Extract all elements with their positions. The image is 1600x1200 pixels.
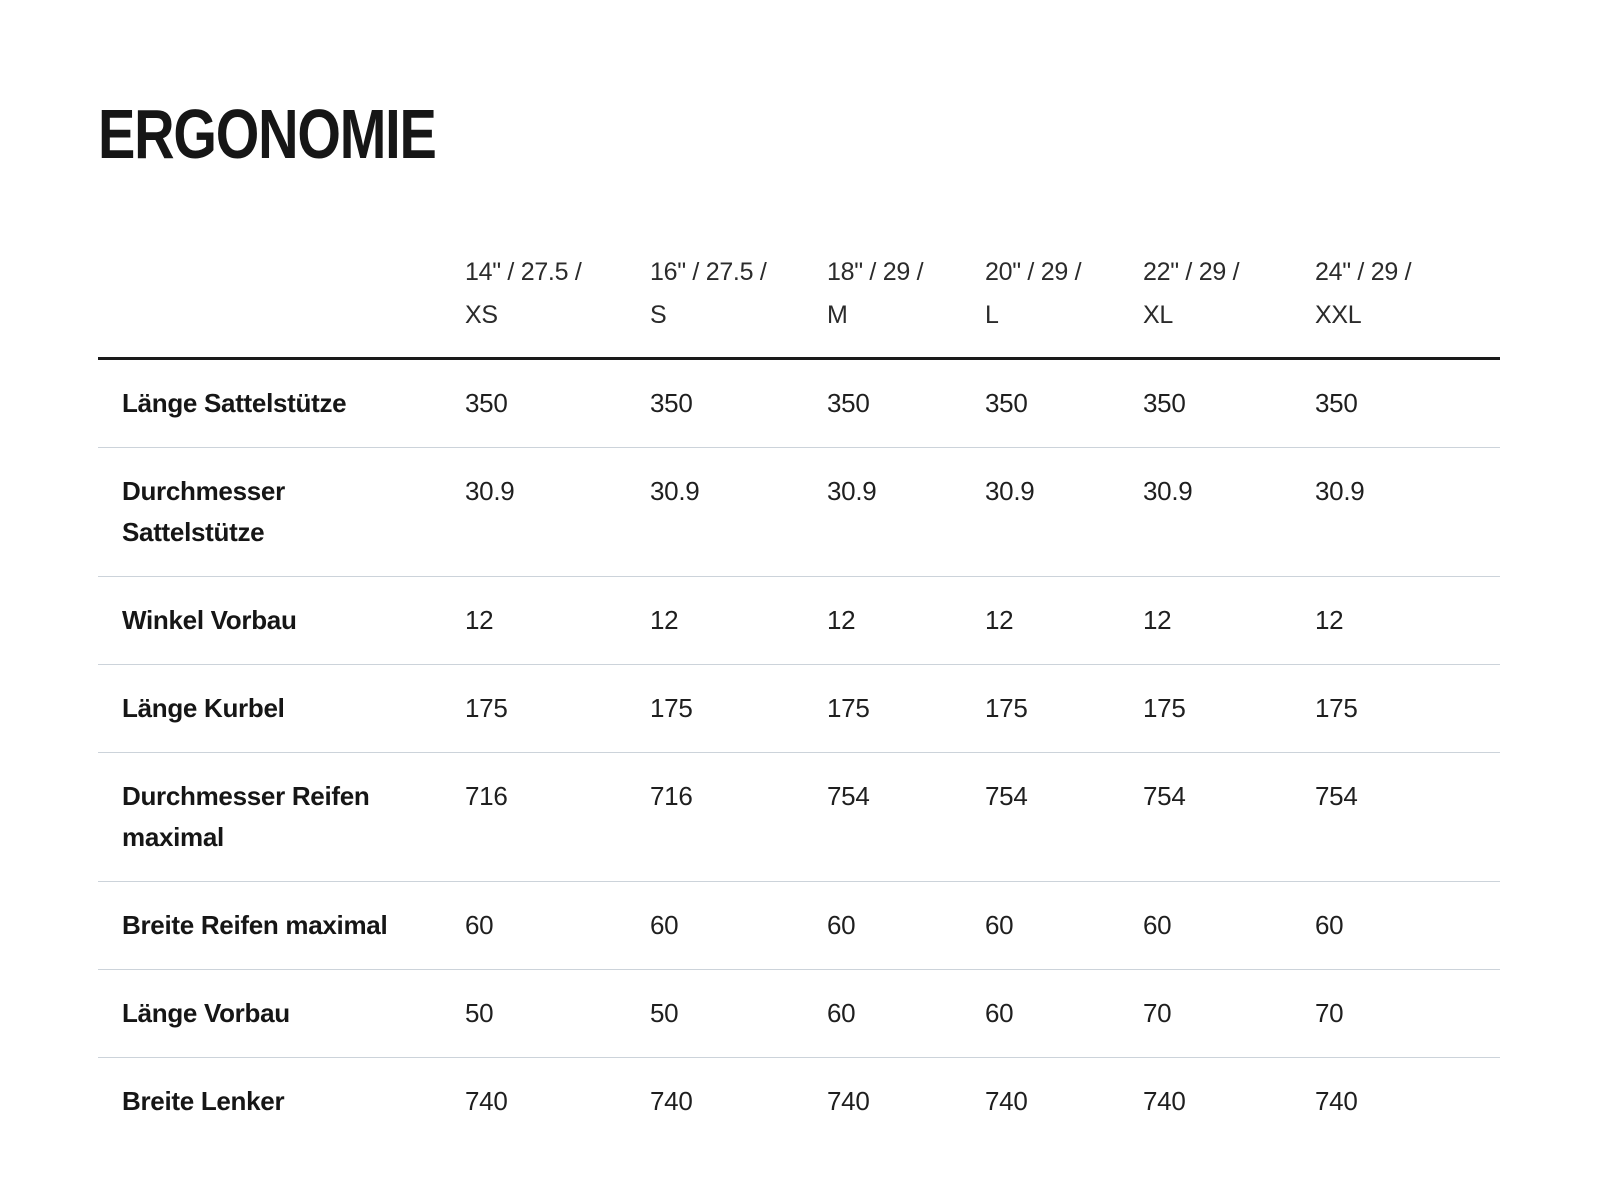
cell-value: 12 [465,605,494,635]
row-label: Länge Sattelstütze [122,388,347,418]
cell-value: 350 [1315,388,1358,418]
cell-value: 12 [985,605,1014,635]
cell-value: 740 [465,1086,508,1116]
column-header-line: S [650,301,667,329]
column-header-line: 24" / 29 / [1315,258,1412,286]
row-label: Breite Reifen maximal [122,910,388,940]
cell-value: 30.9 [1315,476,1365,506]
cell-value: 754 [827,781,870,811]
column-header-line: XS [465,301,498,329]
column-header-xs: 14" / 27.5 / XS [465,251,650,337]
row-label: Breite Lenker [122,1086,285,1116]
cell-value: 754 [1315,781,1358,811]
row-label: Länge Vorbau [122,998,290,1028]
table-row: Breite Lenker 740 740 740 740 740 740 [98,1057,1500,1145]
cell-value: 12 [827,605,856,635]
ergonomics-table: 14" / 27.5 / XS 16" / 27.5 / S 18" / 29 / M 20… [98,251,1500,1145]
column-header-xxl: 24" / 29 / XXL [1315,251,1500,337]
cell-value: 175 [985,693,1028,723]
row-label: Winkel Vorbau [122,605,297,635]
cell-value: 30.9 [985,476,1035,506]
table-header-row: 14" / 27.5 / XS 16" / 27.5 / S 18" / 29 / M 20… [98,251,1500,360]
cell-value: 12 [1315,605,1344,635]
cell-value: 754 [1143,781,1186,811]
cell-value: 175 [650,693,693,723]
column-header-line: 18" / 29 / [827,258,924,286]
header-spacer-cell [98,251,465,337]
column-header-line: XXL [1315,301,1362,329]
cell-value: 350 [827,388,870,418]
cell-value: 740 [650,1086,693,1116]
row-label: Durchmesser Reifen maximal [122,781,370,852]
cell-value: 30.9 [1143,476,1193,506]
table-body: Länge Sattelstütze 350 350 350 350 350 350 Durc… [98,360,1500,1145]
cell-value: 350 [985,388,1028,418]
column-header-line: 22" / 29 / [1143,258,1240,286]
cell-value: 60 [650,910,679,940]
column-header-line: 20" / 29 / [985,258,1082,286]
table-row: Länge Kurbel 175 175 175 175 175 175 [98,664,1500,752]
cell-value: 350 [465,388,508,418]
cell-value: 175 [1143,693,1186,723]
column-header-s: 16" / 27.5 / S [650,251,827,337]
cell-value: 754 [985,781,1028,811]
cell-value: 740 [827,1086,870,1116]
cell-value: 30.9 [465,476,515,506]
cell-value: 12 [650,605,679,635]
table-row: Breite Reifen maximal 60 60 60 60 60 60 [98,881,1500,969]
cell-value: 60 [985,998,1014,1028]
cell-value: 740 [985,1086,1028,1116]
page: ERGONOMIE 14" / 27.5 / XS 16" / 27.5 / S 18"… [98,95,1500,1145]
cell-value: 740 [1315,1086,1358,1116]
column-header-m: 18" / 29 / M [827,251,985,337]
column-header-line: 16" / 27.5 / [650,258,767,286]
column-header-line: XL [1143,301,1173,329]
column-header-xl: 22" / 29 / XL [1143,251,1315,337]
table-row: Durchmesser Reifen maximal 716 716 754 754 75… [98,752,1500,881]
column-header-line: M [827,301,848,329]
cell-value: 30.9 [827,476,877,506]
cell-value: 350 [1143,388,1186,418]
cell-value: 70 [1143,998,1172,1028]
cell-value: 740 [1143,1086,1186,1116]
cell-value: 716 [650,781,693,811]
cell-value: 60 [1143,910,1172,940]
cell-value: 50 [465,998,494,1028]
cell-value: 30.9 [650,476,700,506]
table-row: Länge Sattelstütze 350 350 350 350 350 350 [98,360,1500,447]
cell-value: 175 [827,693,870,723]
cell-value: 60 [1315,910,1344,940]
cell-value: 50 [650,998,679,1028]
column-header-line: 14" / 27.5 / [465,258,582,286]
table-row: Länge Vorbau 50 50 60 60 70 70 [98,969,1500,1057]
row-label: Durchmesser Sattelstütze [122,476,285,547]
cell-value: 60 [985,910,1014,940]
cell-value: 175 [1315,693,1358,723]
table-row: Durchmesser Sattelstütze 30.9 30.9 30.9 30.9… [98,447,1500,576]
cell-value: 60 [827,910,856,940]
row-label: Länge Kurbel [122,693,285,723]
cell-value: 716 [465,781,508,811]
page-title: ERGONOMIE [98,95,437,173]
column-header-l: 20" / 29 / L [985,251,1143,337]
cell-value: 70 [1315,998,1344,1028]
cell-value: 12 [1143,605,1172,635]
cell-value: 175 [465,693,508,723]
column-header-line: L [985,301,999,329]
table-row: Winkel Vorbau 12 12 12 12 12 12 [98,576,1500,664]
cell-value: 60 [827,998,856,1028]
cell-value: 60 [465,910,494,940]
cell-value: 350 [650,388,693,418]
